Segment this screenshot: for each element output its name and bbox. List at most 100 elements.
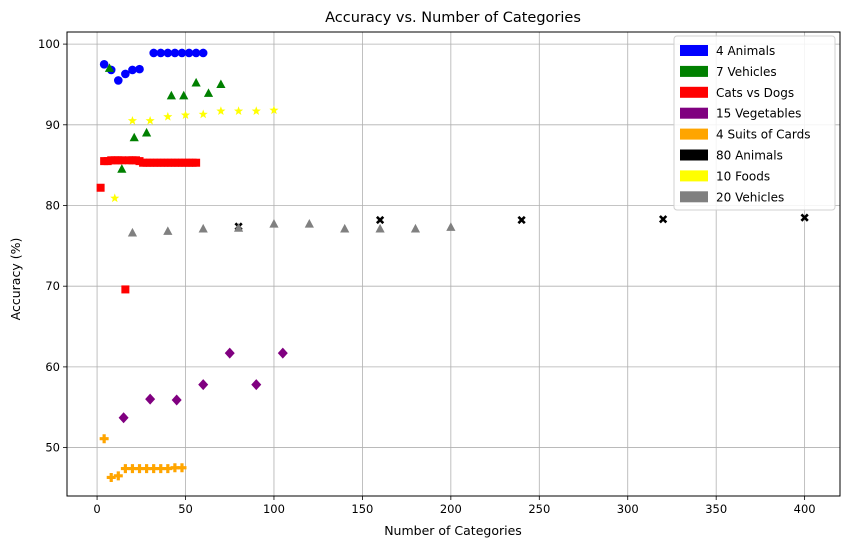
data-point: [110, 193, 120, 203]
data-point: [177, 463, 187, 473]
x-tick-label: 150: [351, 502, 373, 516]
data-point: [191, 48, 201, 58]
data-point: [113, 76, 123, 85]
legend: 4 Animals 7 Vehicles Cats vs Dogs 15 Vegeta…: [673, 35, 836, 211]
data-point: [99, 59, 109, 69]
data-point: [517, 215, 526, 225]
axis-ticks: 0 50 100 150 200 250 300 350 400 50 60 70 80 90 100: [38, 37, 816, 516]
data-point: [410, 223, 421, 233]
data-point: [120, 464, 130, 474]
data-point: [121, 69, 130, 79]
data-point: [800, 213, 809, 222]
series-20-vehicles: [127, 219, 456, 237]
data-point: [203, 88, 214, 97]
y-tick-label: 60: [45, 360, 60, 374]
data-point: [179, 90, 189, 100]
data-point: [127, 464, 137, 474]
x-tick-label: 400: [794, 502, 816, 516]
data-point: [234, 106, 244, 115]
x-tick-label: 100: [263, 502, 285, 516]
data-point: [375, 215, 385, 225]
data-point: [224, 347, 235, 359]
series-80-animals: [234, 213, 809, 231]
x-tick-label: 200: [440, 502, 462, 516]
data-point: [304, 219, 314, 228]
data-point: [129, 132, 139, 142]
data-point: [658, 215, 668, 224]
legend-swatch: [680, 191, 708, 203]
chart-title: Accuracy vs. Number of Categories: [325, 10, 581, 26]
data-point: [121, 285, 130, 294]
x-tick-label: 50: [178, 502, 193, 516]
data-point: [269, 105, 279, 115]
y-tick-label: 80: [45, 198, 60, 212]
plot-area-frame: [66, 31, 841, 497]
legend-label: 20 Vehicles: [716, 190, 784, 204]
data-point: [171, 394, 182, 406]
legend-label: Cats vs Dogs: [716, 86, 794, 100]
legend-label: 4 Animals: [716, 44, 775, 58]
data-point: [446, 222, 456, 231]
data-point: [142, 464, 152, 474]
data-point: [166, 90, 176, 100]
y-tick-label: 50: [45, 441, 60, 455]
data-point: [198, 379, 209, 391]
legend-swatch: [680, 170, 708, 182]
y-tick-label: 70: [45, 279, 60, 293]
data-point: [216, 106, 226, 115]
legend-label: 15 Vegetables: [716, 107, 801, 121]
data-point: [145, 393, 156, 405]
data-point: [135, 464, 145, 474]
data-point: [117, 164, 127, 173]
legend-box: [673, 35, 836, 211]
data-point: [118, 412, 129, 424]
data-point: [163, 464, 173, 474]
x-tick-label: 350: [705, 502, 727, 516]
data-point: [149, 464, 159, 474]
data-point: [106, 472, 116, 482]
legend-swatch: [680, 107, 708, 119]
series-4-suits-of-cards: [99, 434, 187, 482]
legend-swatch: [680, 45, 708, 56]
data-point: [128, 65, 137, 75]
data-point: [198, 48, 208, 58]
data-point: [375, 223, 385, 233]
y-tick-label: 100: [38, 37, 60, 51]
data-point: [156, 464, 166, 474]
data-point: [104, 63, 115, 72]
data-marks: [96, 48, 809, 482]
x-tick-label: 0: [93, 502, 100, 516]
series-15-vegetables: [118, 347, 288, 424]
data-point: [145, 115, 155, 125]
series-4-animals: [99, 48, 208, 85]
legend-label: 10 Foods: [716, 169, 770, 183]
data-point: [163, 111, 173, 121]
data-point: [216, 79, 226, 89]
data-point: [113, 471, 123, 481]
data-point: [269, 219, 279, 228]
data-point: [127, 227, 138, 237]
legend-label: 7 Vehicles: [716, 65, 777, 79]
data-point: [156, 48, 166, 58]
data-point: [141, 127, 152, 137]
data-point: [117, 156, 126, 165]
data-point: [184, 48, 194, 58]
legend-swatch: [680, 86, 708, 98]
series-7-vehicles: [104, 63, 226, 173]
legend-label: 80 Animals: [716, 149, 783, 163]
data-point: [149, 48, 158, 58]
data-point: [170, 463, 180, 473]
x-tick-label: 250: [528, 502, 550, 516]
data-point: [198, 223, 208, 233]
data-point: [177, 48, 187, 58]
x-axis-label: Number of Categories: [384, 523, 522, 538]
data-point: [191, 77, 201, 87]
legend-swatch: [680, 65, 708, 77]
data-point: [251, 379, 262, 391]
data-point: [277, 347, 288, 359]
data-point: [198, 109, 208, 119]
data-point: [180, 110, 191, 119]
data-point: [163, 48, 173, 58]
legend-swatch: [680, 149, 708, 161]
data-point: [170, 48, 180, 58]
